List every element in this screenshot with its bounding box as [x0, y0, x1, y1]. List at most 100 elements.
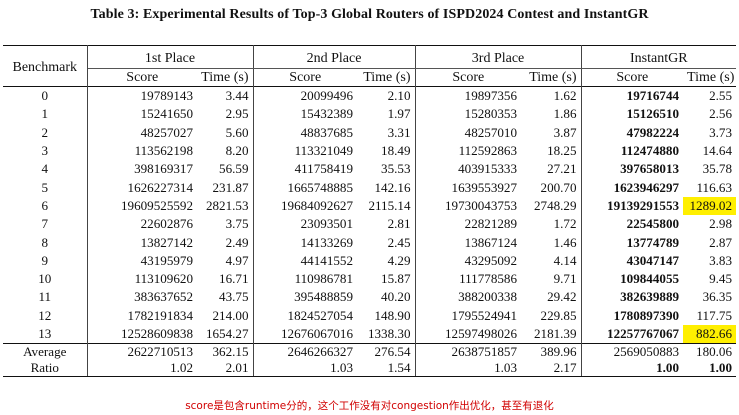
score-cell: 1639553927	[451, 179, 518, 195]
score-cell: 1.03	[415, 360, 522, 378]
score-cell: 13867124	[464, 234, 518, 250]
score-cell: 12257767067	[607, 326, 680, 341]
score-cell: 48257010	[464, 124, 518, 140]
time-cell: 142.16	[357, 178, 416, 197]
score-cell: 13774789	[626, 234, 680, 250]
time-cell: 2821.53	[197, 196, 254, 216]
time-cell: 9.71	[521, 269, 582, 289]
time-cell: 2115.14	[357, 196, 416, 216]
score-cell: 19684092627	[280, 197, 353, 213]
time-cell: 4.14	[521, 251, 582, 270]
time-cell: 2.45	[357, 233, 416, 252]
score-cell: 398169317	[134, 161, 193, 177]
benchmark-cell: 9	[3, 251, 88, 270]
score-cell: 19716744	[581, 86, 684, 106]
ratio-row: Ratio 1.02 2.01 1.03 1.54 1.03 2.17 1.00…	[3, 360, 737, 378]
time-cell: 3.73	[709, 124, 733, 140]
score-cell: 1782191834	[127, 307, 193, 323]
score-cell: 19730043753	[445, 197, 518, 213]
table-row: 9 43195979 4.97 44141552 4.29 43295092 4.14 430…	[3, 251, 736, 270]
score-cell: 22821289	[464, 216, 518, 232]
score-cell: 1.02	[87, 360, 197, 378]
score-header: Score	[452, 69, 485, 85]
benchmark-cell: 5	[3, 178, 88, 197]
table-row: 8 13827142 2.49 14133269 2.45 13867124 1.46 137…	[3, 233, 736, 252]
score-cell: 2638751857	[415, 343, 522, 361]
group-header-2nd: 2nd Place	[253, 45, 416, 69]
time-cell: 1.72	[521, 215, 582, 234]
row-label: Ratio	[3, 360, 88, 378]
score-cell: 43195979	[140, 252, 193, 268]
time-cell: 3.75	[197, 215, 254, 234]
time-header: Time (s)	[687, 69, 735, 85]
time-cell: 2.10	[357, 86, 416, 106]
time-cell: 1.54	[357, 360, 416, 378]
time-cell: 2.95	[197, 105, 254, 124]
time-cell: 882.66	[683, 324, 737, 344]
time-cell: 148.90	[357, 306, 416, 325]
score-cell: 44141552	[300, 252, 353, 268]
score-cell: 47982224	[626, 124, 680, 140]
score-cell: 1623946297	[613, 179, 680, 195]
score-cell: 15126510	[626, 106, 680, 122]
score-cell: 1665748885	[287, 179, 353, 195]
benchmark-cell: 3	[3, 141, 88, 161]
score-cell: 48257027	[140, 124, 193, 140]
benchmark-cell: 12	[3, 306, 88, 325]
average-row: Average 2622710513 362.15 2646266327 276…	[3, 343, 737, 361]
time-cell: 276.54	[357, 343, 416, 361]
score-cell: 111778586	[459, 271, 518, 287]
score-cell: 2622710513	[87, 343, 197, 361]
score-cell: 20099496	[253, 86, 357, 106]
table-body: 0 19789143 3.44 20099496 2.10 19897356 1.62 197…	[3, 86, 737, 344]
time-cell: 116.63	[696, 179, 733, 195]
time-cell: 3.83	[709, 252, 733, 268]
time-cell: 2181.39	[521, 324, 582, 344]
time-cell: 1338.30	[357, 324, 416, 344]
score-cell: 1780897390	[613, 307, 680, 323]
time-cell: 3.87	[521, 123, 582, 142]
time-cell: 2748.29	[521, 196, 582, 216]
time-cell: 16.71	[197, 269, 254, 289]
score-cell: 383637652	[134, 289, 193, 305]
table-row: 13 12528609838 1654.27 12676067016 1338.30 12…	[3, 324, 737, 344]
time-cell: 18.49	[357, 141, 416, 161]
table-row: 7 22602876 3.75 23093501 2.81 22821289 1.72 225…	[3, 215, 736, 234]
time-cell: 2.49	[197, 233, 254, 252]
group-header-instantgr: InstantGR	[581, 45, 737, 69]
score-cell: 1795524941	[451, 307, 518, 323]
score-cell: 113321049	[294, 143, 353, 159]
score-cell: 411758419	[294, 161, 353, 177]
time-cell: 2.98	[709, 216, 733, 232]
score-header: Score	[126, 69, 159, 85]
time-cell: 1654.27	[197, 324, 254, 344]
table-row: 0 19789143 3.44 20099496 2.10 19897356 1.62 197…	[3, 86, 737, 106]
time-cell: 200.70	[521, 178, 582, 197]
time-cell: 9.45	[709, 271, 733, 287]
score-cell: 397658013	[620, 161, 680, 177]
score-cell: 2569050883	[581, 343, 684, 361]
score-cell: 19897356	[415, 86, 522, 106]
score-cell: 109844055	[620, 271, 680, 287]
score-cell: 112474880	[620, 143, 680, 159]
benchmark-cell: 7	[3, 215, 88, 234]
score-cell: 15241650	[140, 106, 193, 122]
score-cell: 14133269	[300, 234, 353, 250]
benchmark-cell: 2	[3, 123, 88, 142]
time-cell: 2.81	[357, 215, 416, 234]
time-cell: 229.85	[521, 306, 582, 325]
time-cell: 35.78	[702, 161, 733, 177]
time-cell: 43.75	[197, 288, 254, 307]
benchmark-cell: 0	[3, 86, 88, 106]
time-cell: 4.29	[357, 251, 416, 270]
annotation-note: score是包含runtime分的，这个工作没有对congestion作出优化，…	[185, 400, 554, 412]
score-cell: 110986781	[294, 271, 353, 287]
time-header: Time (s)	[357, 68, 416, 87]
time-cell: 214.00	[197, 306, 254, 325]
score-cell: 113109620	[134, 271, 193, 287]
score-cell: 48837685	[300, 124, 353, 140]
table-row: 1 15241650 2.95 15432389 1.97 15280353 1.86 151…	[3, 105, 736, 124]
score-cell: 43295092	[464, 252, 518, 268]
time-cell: 5.60	[197, 123, 254, 142]
benchmark-cell: 6	[3, 196, 88, 216]
